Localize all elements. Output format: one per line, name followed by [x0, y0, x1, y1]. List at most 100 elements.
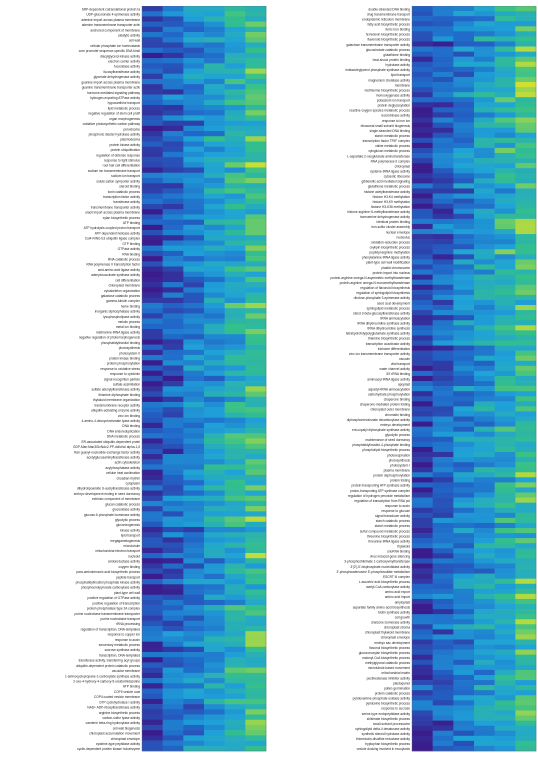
- heatmap-cell: [494, 740, 516, 747]
- heatmap-cell: [142, 203, 163, 210]
- heatmap-cell: [245, 146, 267, 153]
- heatmap-cell: [204, 735, 225, 741]
- heatmap-cell: [204, 136, 225, 142]
- heatmap-cell: [412, 441, 433, 448]
- heatmap-cell: [245, 579, 267, 585]
- heatmap-cell: [494, 725, 516, 732]
- heatmap-cell: [494, 462, 516, 468]
- heatmap-cell: [245, 526, 267, 533]
- heatmap-cell: [224, 480, 246, 486]
- heatmap-cell: [432, 588, 454, 595]
- heatmap-cell: [142, 558, 163, 564]
- heatmap-cell: [515, 330, 537, 336]
- heatmap-cell: [204, 58, 225, 64]
- row-label: signal transducer activity: [375, 514, 410, 518]
- heatmap-cell: [412, 122, 433, 128]
- heatmap-cell: [494, 46, 516, 52]
- heatmap-cell: [224, 177, 246, 184]
- row-label: fucosidase activity: [114, 65, 140, 69]
- heatmap-cell: [183, 401, 205, 408]
- heatmap-cell: [432, 41, 454, 47]
- row-label: kinase activity: [120, 528, 140, 532]
- heatmap-cell: [474, 61, 495, 68]
- heatmap-cell: [162, 474, 184, 481]
- heatmap-cell: [224, 652, 246, 658]
- heatmap-cell: [432, 745, 454, 752]
- heatmap-cell: [183, 84, 205, 90]
- heatmap-cell: [142, 318, 163, 325]
- heatmap-cell: [474, 680, 495, 686]
- heatmap-cell: [515, 284, 537, 291]
- row-label: nucleoid: [128, 554, 140, 558]
- heatmap-cell: [453, 249, 475, 255]
- heatmap-cell: [432, 239, 454, 245]
- row-label: proton-transporting ATP synthase complex: [350, 489, 410, 493]
- heatmap-cell: [515, 680, 537, 686]
- heatmap-cell: [245, 120, 267, 127]
- heatmap-cell: [432, 725, 454, 732]
- heatmap-cell: [494, 451, 516, 458]
- row-label: drug transmembrane transport: [367, 12, 410, 16]
- heatmap-cell: [183, 605, 205, 611]
- heatmap-cell: [204, 193, 225, 200]
- heatmap-cell: [183, 115, 205, 121]
- heatmap-cell: [412, 563, 433, 569]
- heatmap-cell: [474, 512, 495, 519]
- heatmap-cell: [224, 104, 246, 111]
- row-label: thioredoxin-disulfide reductase activity: [356, 737, 410, 741]
- heatmap-cell: [412, 588, 433, 595]
- heatmap-cell: [224, 37, 246, 43]
- heatmap-cell: [162, 157, 184, 163]
- heatmap-cell: [245, 84, 267, 90]
- heatmap-cell: [204, 412, 225, 418]
- heatmap-cell: [162, 355, 184, 361]
- heatmap-cell: [183, 21, 205, 28]
- row-label: thiamine diphosphate binding: [99, 393, 141, 397]
- heatmap-cell: [245, 469, 267, 476]
- heatmap-cell: [432, 619, 454, 625]
- row-label: acetyl-CoA carboxylase activity: [366, 585, 410, 589]
- heatmap-cell: [162, 553, 184, 559]
- heatmap-cell: [412, 457, 433, 463]
- heatmap-cell: [183, 89, 205, 95]
- heatmap-cell: [412, 740, 433, 747]
- heatmap-cell: [494, 609, 516, 615]
- heatmap-cell: [245, 167, 267, 174]
- row-label: histone acetyltransferase activity: [364, 190, 410, 194]
- heatmap-cell: [142, 99, 163, 106]
- heatmap-cell: [162, 657, 184, 663]
- heatmap-cell: [432, 92, 454, 98]
- heatmap-cell: [204, 308, 225, 314]
- heatmap-cell: [515, 254, 537, 260]
- row-label: steroid binding: [119, 185, 140, 189]
- heatmap-cell: [204, 266, 225, 272]
- heatmap-cell: [453, 66, 475, 73]
- heatmap-cell: [474, 593, 495, 600]
- heatmap-cell: [432, 517, 454, 524]
- heatmap-cell: [453, 690, 475, 696]
- heatmap-cell: [453, 183, 475, 189]
- row-label: galactose catabolic process: [101, 294, 141, 298]
- row-label: meiotic process: [118, 320, 141, 324]
- heatmap-cell: [515, 325, 537, 331]
- heatmap-cell: [162, 339, 184, 345]
- heatmap-cell: [204, 250, 225, 257]
- heatmap-cell: [183, 500, 205, 507]
- heatmap-cell: [432, 457, 454, 463]
- heatmap-cell: [432, 441, 454, 448]
- heatmap-cell: [474, 563, 495, 569]
- heatmap-cell: [453, 97, 475, 103]
- heatmap-cell: [474, 634, 495, 640]
- heatmap-cell: [224, 693, 246, 700]
- heatmap-cell: [432, 604, 454, 610]
- heatmap-cell: [474, 269, 495, 275]
- heatmap-cell: [142, 594, 163, 601]
- row-label: embryo development ending in seed dorman…: [74, 492, 141, 496]
- heatmap-cell: [474, 411, 495, 417]
- heatmap-cell: [162, 141, 184, 147]
- heatmap-cell: [474, 228, 495, 235]
- heatmap-cell: [474, 21, 495, 27]
- heatmap-cell: [142, 172, 163, 179]
- heatmap-cell: [183, 308, 205, 314]
- heatmap-cell: [183, 365, 205, 371]
